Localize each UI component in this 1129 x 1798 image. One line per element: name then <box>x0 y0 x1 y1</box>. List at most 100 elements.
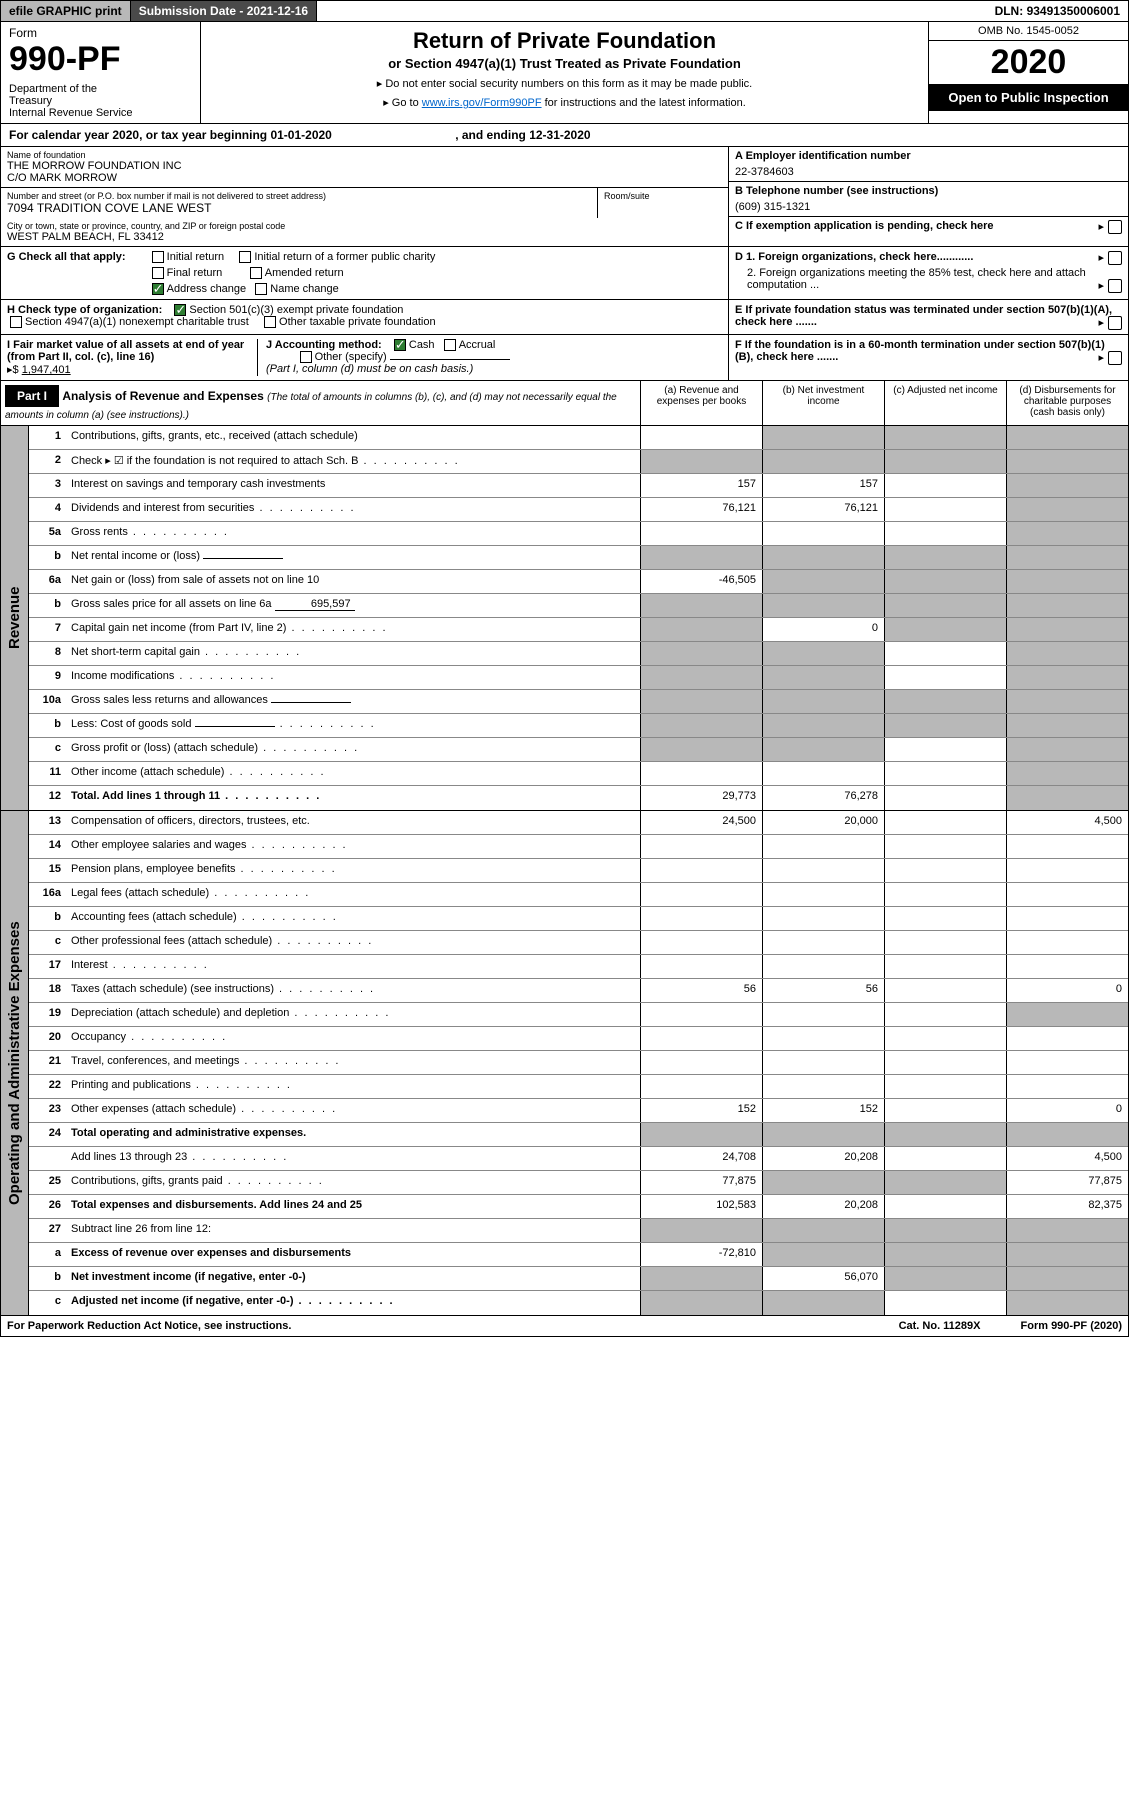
line-no: 5a <box>29 522 65 545</box>
cell-value <box>640 907 762 930</box>
line-desc: Net rental income or (loss) <box>65 546 640 569</box>
line-desc: Capital gain net income (from Part IV, l… <box>65 618 640 641</box>
cell-gray <box>1006 522 1128 545</box>
e-label: E If private foundation status was termi… <box>735 304 1112 328</box>
subdate-value: 2021-12-16 <box>247 4 308 18</box>
line-no: 12 <box>29 786 65 810</box>
cell-gray <box>1006 1219 1128 1242</box>
open-public-badge: Open to Public Inspection <box>929 84 1128 111</box>
cell-gray <box>762 666 884 689</box>
line-desc: Gross sales less returns and allowances <box>65 690 640 713</box>
cell-gray <box>884 1243 1006 1266</box>
dln: DLN: 93491350006001 <box>987 1 1128 21</box>
line-desc: Total operating and administrative expen… <box>65 1123 640 1146</box>
cell-value: 0 <box>1006 979 1128 1002</box>
calyear-pre: For calendar year 2020, or tax year begi… <box>9 128 270 142</box>
cell-value: 152 <box>762 1099 884 1122</box>
d2-checkbox[interactable] <box>1108 279 1122 293</box>
info-section: Name of foundation THE MORROW FOUNDATION… <box>0 147 1129 247</box>
chk-final[interactable] <box>152 267 164 279</box>
cell-value <box>762 1003 884 1026</box>
cell-gray <box>1006 738 1128 761</box>
j-label: J Accounting method: <box>266 339 382 351</box>
header-right: OMB No. 1545-0052 2020 Open to Public In… <box>928 22 1128 123</box>
line-no: 21 <box>29 1051 65 1074</box>
cell-value: 20,208 <box>762 1147 884 1170</box>
cell-value <box>640 522 762 545</box>
cell-value <box>884 1003 1006 1026</box>
table-row: cOther professional fees (attach schedul… <box>29 931 1128 955</box>
chk-accrual[interactable] <box>444 339 456 351</box>
line-no: 19 <box>29 1003 65 1026</box>
calendar-year-row: For calendar year 2020, or tax year begi… <box>0 124 1129 147</box>
chk-initial-return[interactable] <box>152 251 164 263</box>
cell-value <box>884 1195 1006 1218</box>
chk-cash[interactable] <box>394 339 406 351</box>
calyear-begin: 01-01-2020 <box>270 128 331 142</box>
chk-amended[interactable] <box>250 267 262 279</box>
cell-gray <box>640 666 762 689</box>
line-no: 14 <box>29 835 65 858</box>
cell-value <box>884 835 1006 858</box>
chk-other-tax[interactable] <box>264 316 276 328</box>
cell-gray <box>884 546 1006 569</box>
chk-other-acct[interactable] <box>300 351 312 363</box>
line-no: 22 <box>29 1075 65 1098</box>
exemption-checkbox[interactable] <box>1108 220 1122 234</box>
ein-value: 22-3784603 <box>735 166 1122 178</box>
cell-value <box>884 1147 1006 1170</box>
opt-4947: Section 4947(a)(1) nonexempt charitable … <box>25 316 249 328</box>
irs-link[interactable]: www.irs.gov/Form990PF <box>422 97 542 109</box>
f-checkbox[interactable] <box>1108 351 1122 365</box>
dept-info: Department of theTreasuryInternal Revenu… <box>9 83 192 119</box>
line-desc: Gross rents <box>65 522 640 545</box>
cell-gray <box>884 426 1006 449</box>
chk-4947[interactable] <box>10 316 22 328</box>
table-row: bAccounting fees (attach schedule) <box>29 907 1128 931</box>
address-cell: Number and street (or P.O. box number if… <box>1 188 598 218</box>
chk-initial-public[interactable] <box>239 251 251 263</box>
cell-value: 157 <box>640 474 762 497</box>
cell-value: 76,121 <box>640 498 762 521</box>
cell-value: 82,375 <box>1006 1195 1128 1218</box>
cell-value: 152 <box>640 1099 762 1122</box>
line-desc: Total. Add lines 1 through 11 <box>65 786 640 810</box>
info-left: Name of foundation THE MORROW FOUNDATION… <box>1 147 728 246</box>
cell-value <box>884 738 1006 761</box>
opt-other-acct: Other (specify) <box>315 351 387 363</box>
table-row: bLess: Cost of goods sold <box>29 714 1128 738</box>
exemption-cell: C If exemption application is pending, c… <box>729 217 1128 235</box>
cell-value <box>884 811 1006 834</box>
cell-value <box>884 907 1006 930</box>
cell-gray <box>640 690 762 713</box>
line-no: 27 <box>29 1219 65 1242</box>
cell-gray <box>1006 1267 1128 1290</box>
cell-gray <box>884 1123 1006 1146</box>
part1-header-row: Part I Analysis of Revenue and Expenses … <box>0 381 1129 426</box>
table-row: 24Total operating and administrative exp… <box>29 1123 1128 1147</box>
chk-address-change[interactable] <box>152 283 164 295</box>
cell-value <box>640 955 762 978</box>
d1-checkbox[interactable] <box>1108 251 1122 265</box>
cell-value <box>640 426 762 449</box>
e-checkbox[interactable] <box>1108 316 1122 330</box>
chk-501c3[interactable] <box>174 304 186 316</box>
cell-value: 4,500 <box>1006 1147 1128 1170</box>
foundation-name: THE MORROW FOUNDATION INC <box>7 160 722 172</box>
chk-name-change[interactable] <box>255 283 267 295</box>
cell-value <box>640 1003 762 1026</box>
cell-gray <box>1006 570 1128 593</box>
revenue-table: Revenue 1Contributions, gifts, grants, e… <box>0 426 1129 811</box>
cell-value <box>1006 907 1128 930</box>
cell-value <box>884 1027 1006 1050</box>
table-row: bGross sales price for all assets on lin… <box>29 594 1128 618</box>
line-desc: Total expenses and disbursements. Add li… <box>65 1195 640 1218</box>
cell-gray <box>884 618 1006 641</box>
table-row: 9Income modifications <box>29 666 1128 690</box>
line-desc: Depreciation (attach schedule) and deple… <box>65 1003 640 1026</box>
line-no: 7 <box>29 618 65 641</box>
line-desc: Interest on savings and temporary cash i… <box>65 474 640 497</box>
line-desc: Subtract line 26 from line 12: <box>65 1219 640 1242</box>
section-f: F If the foundation is in a 60-month ter… <box>728 335 1128 380</box>
cell-value <box>1006 1075 1128 1098</box>
